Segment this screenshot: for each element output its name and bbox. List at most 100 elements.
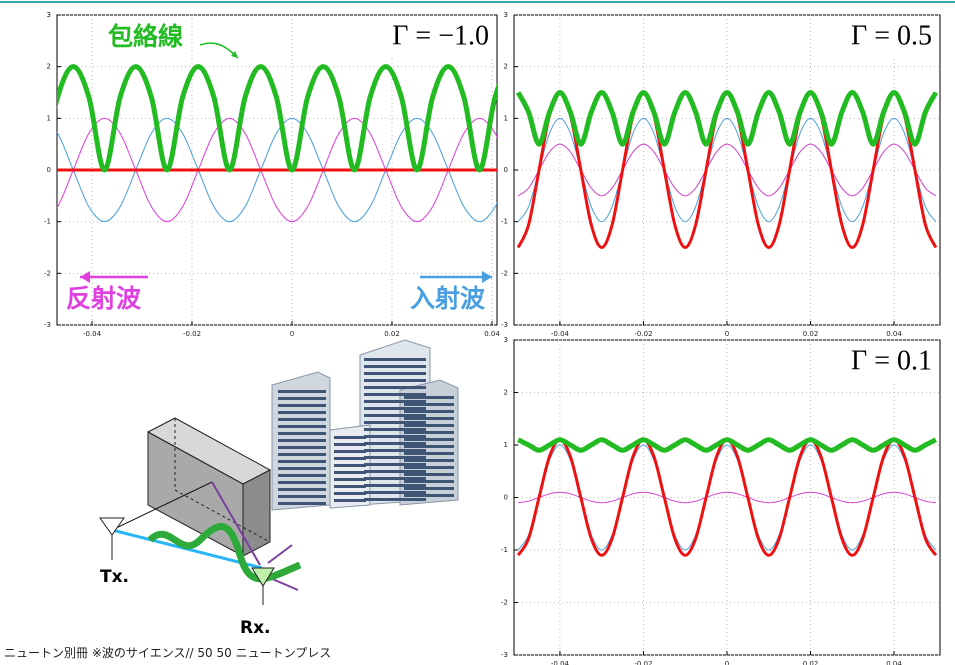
windows	[278, 358, 454, 505]
series-label: 包絡線	[108, 22, 183, 51]
window-row	[364, 372, 426, 375]
arrow-head	[80, 271, 90, 283]
window-row	[364, 358, 426, 361]
window-row	[278, 397, 326, 400]
series-label: 反射波	[66, 284, 142, 313]
title-box	[815, 341, 939, 383]
window-row	[404, 417, 454, 420]
y-tick-label: 3	[504, 336, 508, 344]
window-row	[364, 477, 426, 480]
y-tick-label: 2	[504, 63, 508, 71]
series-line	[517, 117, 937, 223]
window-row	[364, 428, 426, 431]
arrow-head	[482, 271, 492, 283]
y-tick-label: -2	[501, 269, 508, 277]
window-row	[404, 487, 454, 490]
tx-label: Tx.	[100, 567, 129, 587]
series-line	[517, 143, 937, 197]
title-box	[340, 16, 496, 58]
window-row	[404, 459, 454, 462]
y-tick-label: 0	[47, 166, 51, 174]
illustration: Tx. Rx.	[99, 339, 459, 638]
y-tick-label: 0	[504, 166, 508, 174]
series-line	[57, 117, 497, 223]
window-row	[278, 418, 326, 421]
series-line	[518, 491, 936, 504]
y-tick-label: -1	[501, 546, 508, 554]
window-row	[278, 474, 326, 477]
y-tick-label: -1	[501, 218, 508, 226]
tx-antenna	[99, 517, 125, 536]
x-tick-label: -0.04	[551, 660, 570, 665]
window-row	[334, 471, 366, 474]
series-line	[57, 117, 497, 223]
x-tick-label: 0.04	[886, 660, 902, 665]
caption: ニュートン別冊 ※波のサイエンス// 50 50 ニュートンプレス	[4, 646, 331, 660]
series-line	[515, 90, 939, 147]
x-tick-label: -0.04	[551, 330, 570, 338]
x-tick-label: -0.02	[634, 330, 652, 338]
x-tick-label: 0.02	[384, 330, 400, 338]
window-row	[278, 432, 326, 435]
x-tick-label: -0.04	[83, 330, 102, 338]
window-row	[404, 410, 454, 413]
x-tick-label: 0	[725, 660, 729, 665]
y-tick-label: -2	[44, 269, 51, 277]
window-row	[404, 494, 454, 497]
window-row	[278, 467, 326, 470]
wall-hidden-edge	[174, 418, 271, 543]
window-row	[364, 491, 426, 494]
window-row	[278, 488, 326, 491]
y-tick-label: -2	[501, 599, 508, 607]
x-tick-label: 0.02	[803, 330, 819, 338]
rx-antenna	[251, 567, 275, 587]
window-row	[278, 439, 326, 442]
window-row	[334, 478, 366, 481]
window-row	[278, 425, 326, 428]
window-row	[334, 436, 366, 439]
window-row	[364, 449, 426, 452]
y-tick-label: 1	[504, 441, 508, 449]
window-row	[334, 485, 366, 488]
y-tick-label: 3	[47, 11, 51, 19]
window-row	[278, 481, 326, 484]
ray	[267, 544, 293, 564]
x-tick-label: 0.04	[886, 330, 902, 338]
window-row	[364, 414, 426, 417]
window-row	[278, 446, 326, 449]
window-row	[404, 424, 454, 427]
window-row	[404, 403, 454, 406]
window-row	[334, 464, 366, 467]
window-row	[278, 390, 326, 393]
y-tick-label: 2	[47, 63, 51, 71]
window-row	[404, 466, 454, 469]
window-row	[334, 492, 366, 495]
window-row	[364, 421, 426, 424]
window-row	[364, 435, 426, 438]
window-row	[364, 456, 426, 459]
series-line	[517, 437, 937, 453]
window-row	[364, 442, 426, 445]
window-row	[404, 473, 454, 476]
ray	[269, 577, 299, 591]
y-tick-label: 1	[504, 114, 508, 122]
window-row	[404, 396, 454, 399]
window-row	[278, 495, 326, 498]
window-row	[334, 499, 366, 502]
window-row	[364, 463, 426, 466]
window-row	[364, 407, 426, 410]
gamma-label: Γ = 0.5	[851, 20, 932, 51]
y-tick-label: -1	[44, 218, 51, 226]
chart: -3 -2 -1 0 1 2 3 -0.04 -0.02 0 0.02 0.04 Γ = 0.1	[501, 336, 941, 665]
window-row	[364, 470, 426, 473]
y-tick-label: -3	[501, 651, 508, 659]
series-label: 入射波	[410, 284, 486, 313]
window-row	[364, 379, 426, 382]
x-tick-label: -0.02	[183, 330, 201, 338]
x-tick-label: 0.02	[803, 660, 819, 665]
window-row	[334, 450, 366, 453]
window-row	[364, 400, 426, 403]
pointer-head	[231, 51, 238, 58]
window-row	[278, 502, 326, 505]
